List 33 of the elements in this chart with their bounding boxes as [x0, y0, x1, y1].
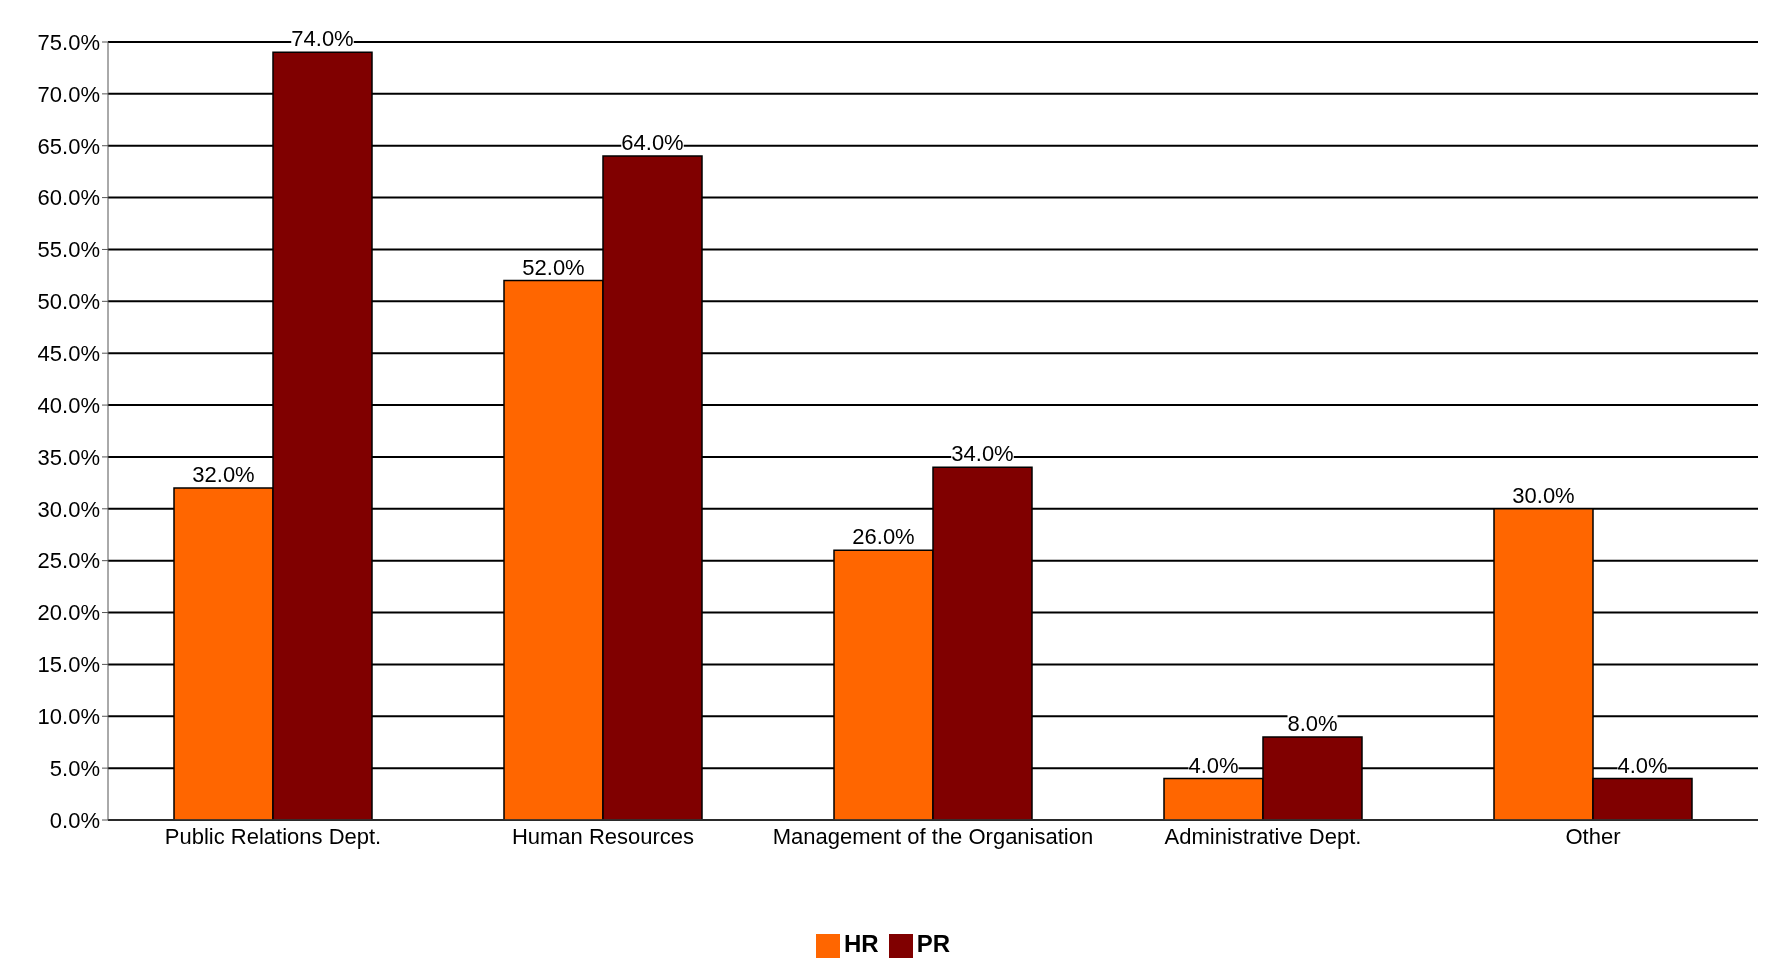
data-label: 32.0%: [192, 462, 255, 488]
data-label: 52.0%: [522, 254, 585, 280]
y-tick-label: 15.0%: [37, 652, 100, 678]
x-tick-label: Administrative Dept.: [1164, 823, 1362, 849]
y-tick-label: 10.0%: [37, 704, 100, 730]
legend-label: PR: [916, 930, 950, 957]
x-tick-label: Management of the Organisation: [772, 823, 1094, 849]
legend-label: HR: [843, 930, 879, 957]
y-tick-label: 50.0%: [37, 289, 100, 315]
y-tick-label: 5.0%: [49, 755, 100, 781]
x-tick-label: Public Relations Dept.: [164, 823, 382, 849]
y-tick-label: 25.0%: [37, 548, 100, 574]
y-tick-label: 20.0%: [37, 600, 100, 626]
y-tick-label: 40.0%: [37, 392, 100, 418]
x-tick-label: Human Resources: [511, 823, 695, 849]
data-label: 74.0%: [291, 26, 354, 52]
data-label: 8.0%: [1287, 711, 1338, 737]
y-tick-label: 55.0%: [37, 237, 100, 263]
y-tick-label: 70.0%: [37, 81, 100, 107]
data-label: 4.0%: [1188, 752, 1239, 778]
y-tick-label: 35.0%: [37, 444, 100, 470]
y-tick-label: 65.0%: [37, 133, 100, 159]
y-tick-label: 45.0%: [37, 341, 100, 367]
y-tick-label: 30.0%: [37, 496, 100, 522]
data-label: 26.0%: [852, 524, 915, 550]
data-label: 64.0%: [621, 130, 684, 156]
data-label: 30.0%: [1512, 482, 1575, 508]
data-label: 34.0%: [951, 441, 1014, 467]
y-tick-label: 60.0%: [37, 185, 100, 211]
y-tick-label: 0.0%: [49, 807, 100, 833]
x-tick-label: Other: [1565, 823, 1621, 849]
data-label: 4.0%: [1617, 752, 1668, 778]
y-tick-label: 75.0%: [37, 29, 100, 55]
